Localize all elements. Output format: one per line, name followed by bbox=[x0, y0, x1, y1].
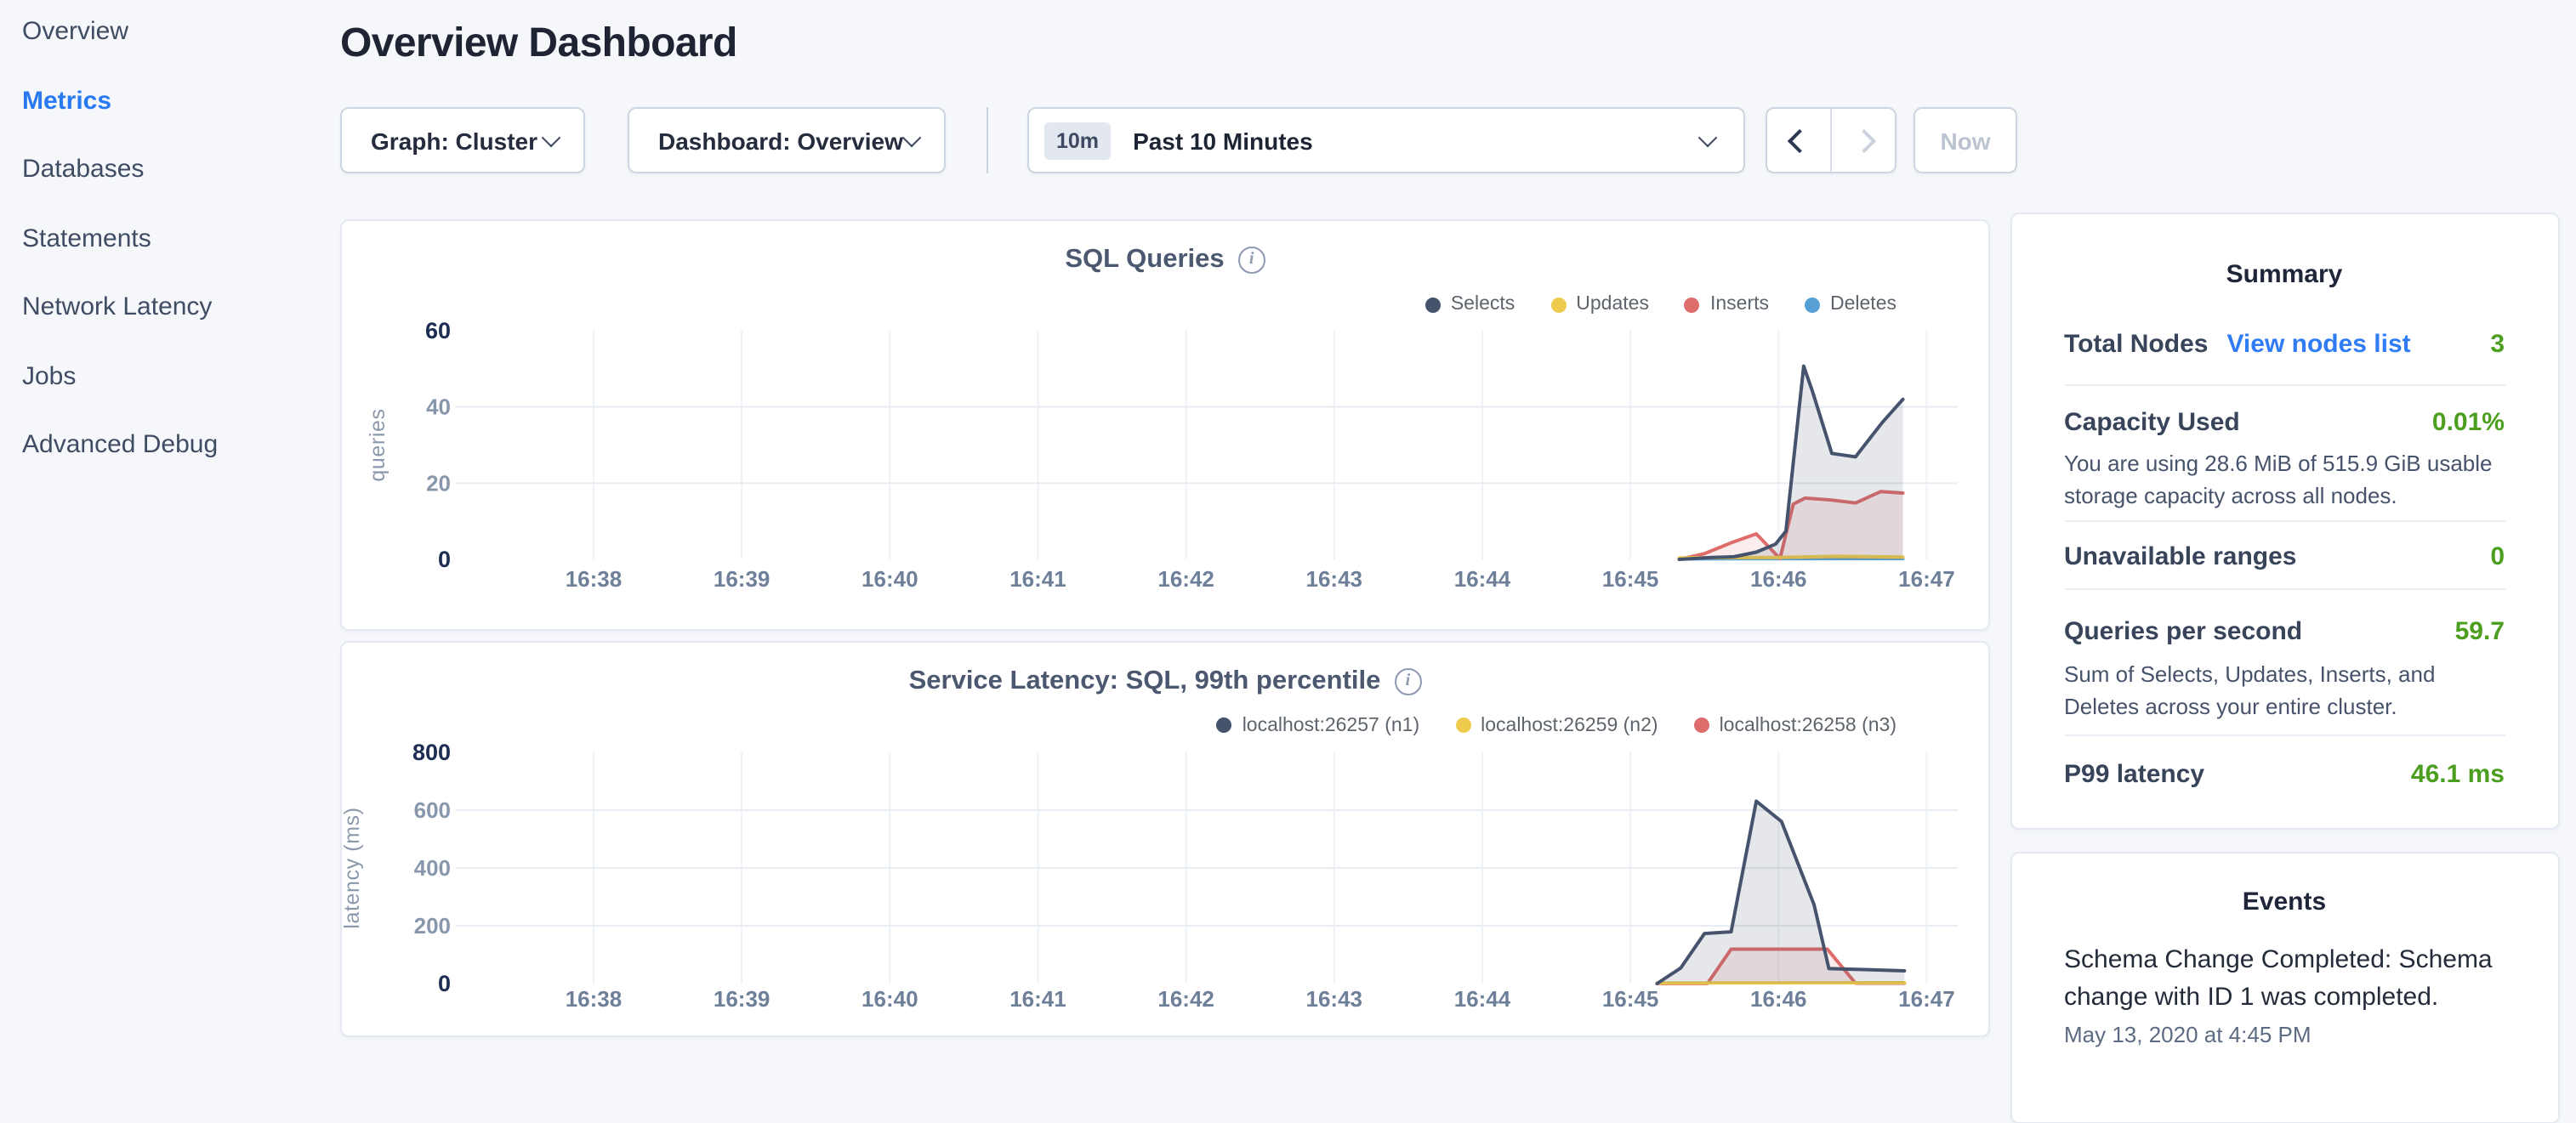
divider bbox=[2064, 734, 2505, 735]
divider bbox=[2064, 587, 2505, 589]
sidebar-item-metrics[interactable]: Metrics bbox=[22, 88, 328, 113]
capacity-used-label: Capacity Used bbox=[2064, 407, 2240, 436]
p99-latency-row: P99 latency 46.1 ms bbox=[2064, 759, 2505, 788]
queries-per-second-label: Queries per second bbox=[2064, 616, 2302, 645]
p99-latency-label: P99 latency bbox=[2064, 759, 2204, 788]
svg-text:16:46: 16:46 bbox=[1750, 566, 1807, 592]
total-nodes-label: Total Nodes bbox=[2064, 329, 2208, 358]
svg-text:16:45: 16:45 bbox=[1602, 566, 1659, 592]
svg-text:60: 60 bbox=[425, 318, 451, 343]
svg-text:16:44: 16:44 bbox=[1454, 566, 1511, 592]
time-range-label: Past 10 Minutes bbox=[1133, 127, 1313, 154]
sidebar: Overview Metrics Databases Statements Ne… bbox=[22, 19, 328, 501]
time-pager bbox=[1766, 107, 1896, 173]
svg-text:16:39: 16:39 bbox=[714, 985, 771, 1011]
queries-per-second-row: Queries per second 59.7 bbox=[2064, 616, 2505, 645]
unavailable-ranges-row: Unavailable ranges 0 bbox=[2064, 542, 2505, 570]
svg-text:latency (ms): latency (ms) bbox=[342, 806, 364, 927]
now-button[interactable]: Now bbox=[1914, 107, 2017, 173]
svg-text:400: 400 bbox=[414, 854, 451, 880]
svg-text:16:40: 16:40 bbox=[862, 985, 918, 1011]
svg-text:16:41: 16:41 bbox=[1009, 985, 1066, 1011]
events-title: Events bbox=[2011, 887, 2557, 916]
svg-text:queries: queries bbox=[366, 408, 390, 481]
summary-panel: Summary Total Nodes View nodes list 3 Cap… bbox=[2010, 212, 2559, 829]
divider bbox=[2064, 383, 2505, 385]
svg-text:16:43: 16:43 bbox=[1306, 566, 1363, 592]
svg-text:16:44: 16:44 bbox=[1454, 985, 1511, 1011]
next-range-button[interactable] bbox=[1832, 109, 1895, 172]
svg-text:16:47: 16:47 bbox=[1898, 566, 1955, 592]
queries-per-second-description: Sum of Selects, Updates, Inserts, and De… bbox=[2064, 657, 2510, 723]
dashboard-select[interactable]: Dashboard: Overview bbox=[628, 107, 946, 173]
sql-queries-card: SQL Queries SelectsUpdatesInsertsDeletes… bbox=[340, 219, 1990, 631]
svg-text:600: 600 bbox=[414, 797, 451, 822]
unavailable-ranges-value: 0 bbox=[2490, 542, 2505, 570]
svg-text:20: 20 bbox=[426, 470, 451, 496]
dashboard-select-label: Dashboard: Overview bbox=[658, 127, 903, 154]
chevron-down-icon bbox=[542, 128, 561, 148]
divider bbox=[2064, 519, 2505, 521]
view-nodes-list-link[interactable]: View nodes list bbox=[2226, 329, 2410, 358]
total-nodes-value: 3 bbox=[2490, 329, 2505, 358]
sidebar-item-jobs[interactable]: Jobs bbox=[22, 363, 328, 389]
svg-text:16:38: 16:38 bbox=[566, 566, 623, 592]
sidebar-item-network-latency[interactable]: Network Latency bbox=[22, 294, 328, 320]
previous-range-button[interactable] bbox=[1767, 109, 1832, 172]
time-range-badge: 10m bbox=[1044, 122, 1111, 159]
graph-scope-select[interactable]: Graph: Cluster bbox=[340, 107, 585, 173]
sql-latency-chart[interactable]: 16:38 16:39 16:40 16:41 16:42 16:43 16:44 16:45… bbox=[342, 642, 1988, 1035]
svg-text:16:38: 16:38 bbox=[566, 985, 623, 1011]
chevron-left-icon bbox=[1787, 128, 1811, 152]
svg-text:800: 800 bbox=[412, 739, 451, 764]
svg-text:16:39: 16:39 bbox=[714, 566, 771, 592]
page-title: Overview Dashboard bbox=[340, 22, 737, 66]
capacity-used-description: You are using 28.6 MiB of 515.9 GiB usab… bbox=[2064, 446, 2510, 513]
toolbar-divider bbox=[987, 107, 988, 173]
svg-text:40: 40 bbox=[426, 394, 451, 420]
summary-title: Summary bbox=[2011, 259, 2557, 288]
sidebar-item-overview[interactable]: Overview bbox=[22, 19, 328, 44]
capacity-used-row: Capacity Used 0.01% bbox=[2064, 407, 2505, 436]
event-item-text[interactable]: Schema Change Completed: Schema change w… bbox=[2064, 941, 2513, 1016]
sidebar-item-statements[interactable]: Statements bbox=[22, 225, 328, 251]
svg-text:16:47: 16:47 bbox=[1898, 985, 1955, 1011]
unavailable-ranges-label: Unavailable ranges bbox=[2064, 542, 2296, 570]
sidebar-item-advanced-debug[interactable]: Advanced Debug bbox=[22, 432, 328, 457]
sidebar-item-databases[interactable]: Databases bbox=[22, 156, 328, 182]
svg-text:200: 200 bbox=[414, 912, 451, 938]
graph-scope-label: Graph: Cluster bbox=[371, 127, 537, 154]
svg-text:16:41: 16:41 bbox=[1009, 566, 1066, 592]
event-item-timestamp: May 13, 2020 at 4:45 PM bbox=[2064, 1021, 2513, 1046]
sql-latency-card: Service Latency: SQL, 99th percentile lo… bbox=[340, 640, 1990, 1037]
chevron-down-icon bbox=[1698, 128, 1718, 148]
time-range-select[interactable]: 10m Past 10 Minutes bbox=[1027, 107, 1745, 173]
svg-text:16:46: 16:46 bbox=[1750, 985, 1807, 1011]
events-panel: Events Schema Change Completed: Schema c… bbox=[2010, 851, 2559, 1123]
svg-text:16:45: 16:45 bbox=[1602, 985, 1659, 1011]
svg-text:16:42: 16:42 bbox=[1157, 985, 1214, 1011]
chevron-right-icon bbox=[1851, 128, 1875, 152]
svg-text:0: 0 bbox=[438, 547, 451, 572]
svg-text:16:42: 16:42 bbox=[1157, 566, 1214, 592]
sql-queries-chart[interactable]: 16:38 16:39 16:40 16:41 16:42 16:43 16:44 16:45… bbox=[342, 221, 1988, 629]
svg-text:0: 0 bbox=[438, 970, 451, 995]
svg-text:16:43: 16:43 bbox=[1306, 985, 1363, 1011]
queries-per-second-value: 59.7 bbox=[2455, 616, 2505, 645]
svg-text:16:40: 16:40 bbox=[862, 566, 918, 592]
metrics-page: Overview Metrics Databases Statements Ne… bbox=[0, 0, 2576, 1051]
p99-latency-value: 46.1 ms bbox=[2411, 759, 2505, 788]
total-nodes-row: Total Nodes View nodes list 3 bbox=[2064, 329, 2505, 360]
chevron-down-icon bbox=[902, 128, 922, 148]
capacity-used-value: 0.01% bbox=[2432, 407, 2505, 436]
